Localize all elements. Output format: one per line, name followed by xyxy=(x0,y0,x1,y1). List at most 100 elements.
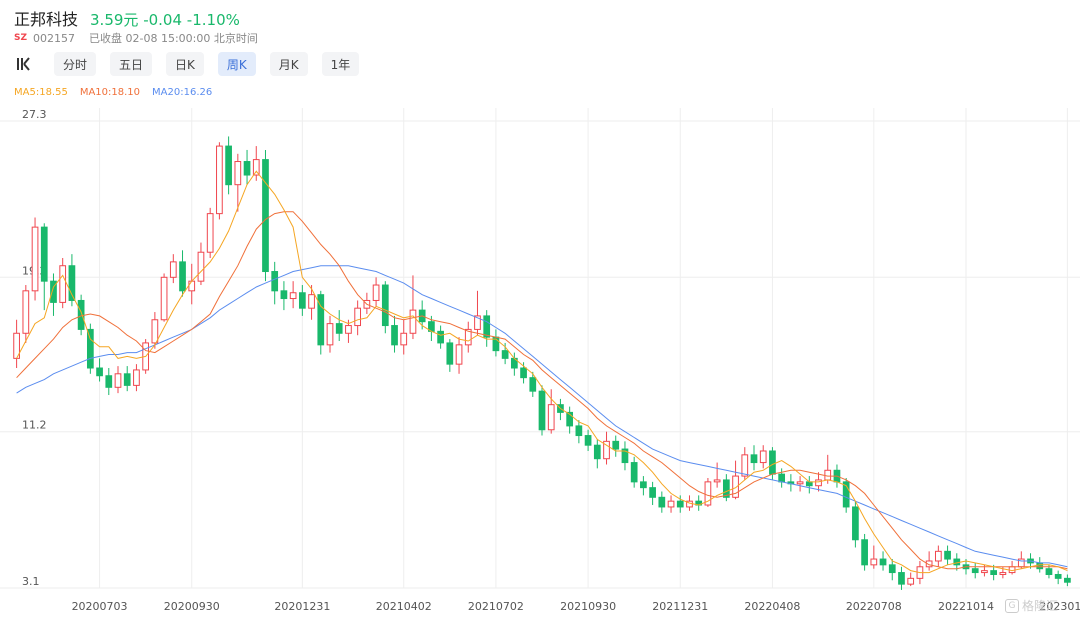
candle-down xyxy=(953,558,961,566)
candle-down xyxy=(271,271,279,292)
tab-one-year[interactable]: 1年 xyxy=(321,52,360,76)
tab-weekly-k[interactable]: 周K xyxy=(217,52,256,76)
watermark-text: 格隆汇 xyxy=(1022,599,1059,613)
candle-up xyxy=(133,369,140,386)
candle-up xyxy=(667,500,675,508)
candle-down xyxy=(612,440,620,450)
candle-down xyxy=(944,550,951,560)
candle-down xyxy=(575,425,583,437)
candle-down xyxy=(852,506,859,541)
candle-down xyxy=(520,367,527,379)
candle-down xyxy=(437,330,444,344)
x-tick-label: 20210930 xyxy=(560,600,616,613)
candle-up xyxy=(372,284,380,301)
candle-up xyxy=(354,307,362,327)
candle-down xyxy=(566,411,574,427)
tab-five-day[interactable]: 五日 xyxy=(110,52,153,76)
ma10-line xyxy=(16,211,1068,570)
candle-down xyxy=(750,454,758,464)
candle-down xyxy=(593,444,601,460)
candle-up xyxy=(824,469,832,481)
candle-up xyxy=(925,560,933,568)
candle-up xyxy=(216,145,223,215)
watermark: G 格隆汇 xyxy=(1005,597,1058,614)
stock-code: 002157 xyxy=(33,31,76,45)
ma5-line xyxy=(16,170,1068,574)
candle-down xyxy=(280,290,288,300)
ma20-label: MA20:16.26 xyxy=(152,87,213,98)
ma10-label: MA10:18.10 xyxy=(79,87,141,98)
candle-up xyxy=(169,261,177,278)
candle-up xyxy=(455,344,463,365)
stock-price: 3.59元 -0.04 -1.10% xyxy=(90,9,240,30)
x-tick-label: 20200703 xyxy=(72,600,128,613)
candle-down xyxy=(105,375,113,388)
candle-down xyxy=(778,473,786,483)
candle-up xyxy=(474,315,481,330)
candle-up xyxy=(759,450,767,464)
price-change-pct: -1.10% xyxy=(186,11,240,29)
candle-up xyxy=(464,328,472,346)
market-status: 已收盘 02-08 15:00:00 北京时间 xyxy=(89,32,258,45)
candle-up xyxy=(22,290,30,334)
candle-up xyxy=(289,292,297,300)
candle-down xyxy=(243,161,251,176)
market-badge: SZ xyxy=(14,33,28,43)
candle-up xyxy=(907,577,915,585)
x-tick-label: 20201231 xyxy=(274,600,330,613)
candle-up xyxy=(704,481,712,506)
kline-chart[interactable]: 20200703 20200930 20201231 20210402 20210702… xyxy=(0,108,1080,621)
candle-up xyxy=(400,332,408,346)
tab-monthly-k[interactable]: 月K xyxy=(269,52,308,76)
candle-up xyxy=(308,294,315,309)
candle-up xyxy=(345,325,352,334)
candle-down xyxy=(879,558,887,566)
stock-name: 正邦科技 xyxy=(14,10,79,29)
tab-daily-k[interactable]: 日K xyxy=(166,52,204,76)
candle-down xyxy=(446,342,454,365)
candle-up xyxy=(160,276,168,321)
candle-down xyxy=(769,450,776,475)
candle-down xyxy=(861,539,868,566)
candle-down xyxy=(621,448,629,464)
x-tick-label: 20221014 xyxy=(938,600,994,613)
candle-down xyxy=(77,299,85,330)
candle-down xyxy=(317,294,325,346)
candle-down xyxy=(971,568,979,574)
candle-down xyxy=(501,350,509,359)
candle-up xyxy=(999,572,1007,575)
period-tabs: 分时 五日 日K 周K 月K 1年 xyxy=(14,52,360,76)
candle-down xyxy=(805,481,813,487)
candle-up xyxy=(934,550,942,562)
candle-down xyxy=(990,570,998,575)
candle-up xyxy=(732,475,739,498)
x-tick-label: 20200930 xyxy=(164,600,220,613)
candle-up xyxy=(59,265,67,303)
candle-down xyxy=(529,377,537,392)
candle-down xyxy=(1064,577,1071,583)
candle-down xyxy=(50,280,57,303)
candle-up xyxy=(409,309,417,334)
candlestick-icon[interactable] xyxy=(14,54,32,74)
x-tick-label: 20210402 xyxy=(376,600,432,613)
candle-down xyxy=(123,373,131,386)
candle-up xyxy=(796,481,804,485)
candle-down xyxy=(1045,568,1053,575)
candle-down xyxy=(483,315,491,338)
y-tick-label: 27.3 xyxy=(22,108,47,121)
x-tick-label: 20220408 xyxy=(744,600,800,613)
x-tick-label: 20230113 xyxy=(1039,600,1080,613)
ma-legend: MA5:18.55 MA10:18.10 MA20:16.26 xyxy=(14,87,212,98)
candle-up xyxy=(326,323,334,346)
candle-down xyxy=(96,367,103,377)
candle-up xyxy=(741,454,749,477)
candle-down xyxy=(262,159,269,273)
candle-down xyxy=(225,145,232,186)
candle-up xyxy=(206,213,214,253)
candle-up xyxy=(547,404,555,431)
candle-up xyxy=(252,159,260,176)
candle-down xyxy=(888,564,896,574)
tab-intraday[interactable]: 分时 xyxy=(54,52,97,76)
x-tick-label: 20220708 xyxy=(846,600,902,613)
candle-down xyxy=(649,487,656,498)
